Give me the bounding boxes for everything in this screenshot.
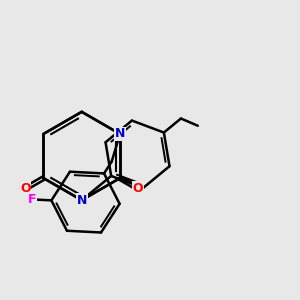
Text: N: N [76,194,87,207]
Text: N: N [115,128,125,140]
Text: F: F [28,193,36,206]
Text: O: O [20,182,31,195]
Text: O: O [133,182,143,195]
